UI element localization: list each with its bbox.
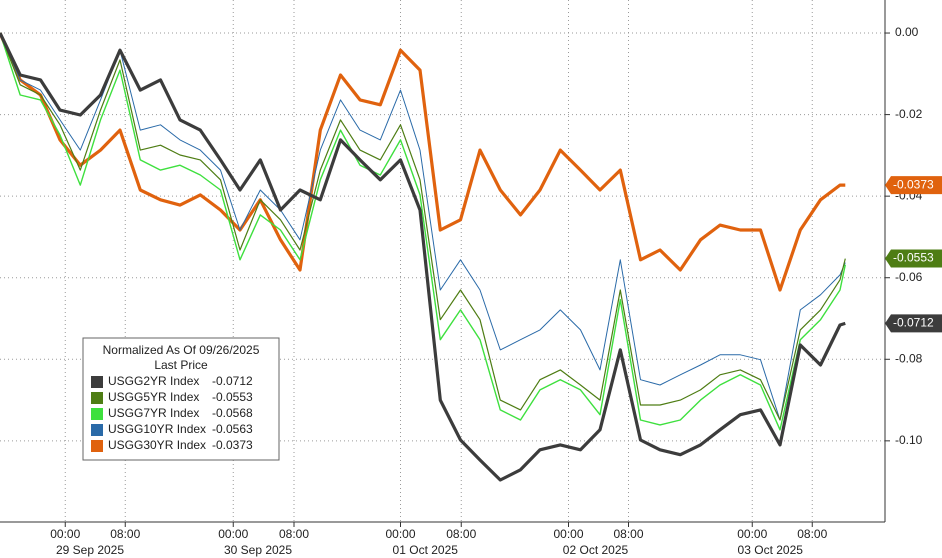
legend-value: -0.0373 [212,438,253,452]
legend-swatch [91,440,103,452]
series-line [0,32,846,431]
y-tick-label: -0.08 [895,351,923,365]
x-tick-label: 00:00 [737,527,767,541]
y-tick-label: -0.02 [895,107,923,121]
date-label: 29 Sep 2025 [56,543,124,557]
x-tick-label: 08:00 [279,527,309,541]
y-tick-label: 0.00 [895,25,919,39]
legend: Normalized As Of 09/26/2025 Last Price U… [82,337,280,461]
price-tag-label: -0.0712 [893,316,934,330]
legend-box [82,337,280,461]
x-tick-label: 00:00 [50,527,80,541]
legend-value: -0.0553 [212,390,253,404]
legend-label: USGG2YR Index [108,374,199,388]
x-tick-label: 08:00 [797,527,827,541]
x-tick-label: 08:00 [613,527,643,541]
series-line [0,32,846,421]
date-label: 30 Sep 2025 [224,543,292,557]
legend-subtitle: Last Price [154,358,208,372]
legend-title: Normalized As Of 09/26/2025 [103,343,260,357]
x-tick-label: 00:00 [218,527,248,541]
legend-swatch [91,376,103,388]
date-label: 03 Oct 2025 [738,543,804,557]
y-tick-label: -0.10 [895,433,923,447]
legend-label: USGG5YR Index [108,390,199,404]
x-tick-label: 00:00 [553,527,583,541]
legend-value: -0.0568 [212,406,253,420]
price-tag [885,314,942,333]
x-tick-label: 00:00 [385,527,415,541]
price-tag-label: -0.0373 [893,177,934,191]
price-tag [885,249,942,268]
date-label: 01 Oct 2025 [393,543,459,557]
x-tick-label: 08:00 [446,527,476,541]
series-line [0,32,846,292]
legend-value: -0.0563 [212,422,253,436]
legend-label: USGG7YR Index [108,406,199,420]
series-line [0,32,846,421]
legend-label: USGG30YR Index [108,438,206,452]
legend-value: -0.0712 [212,374,253,388]
date-label: 02 Oct 2025 [563,543,629,557]
legend-label: USGG10YR Index [108,422,206,436]
legend-swatch [91,392,103,404]
x-tick-label: 08:00 [110,527,140,541]
y-tick-label: -0.06 [895,270,923,284]
legend-swatch [91,424,103,436]
legend-swatch [91,408,103,420]
price-tag-label: -0.0553 [893,251,934,265]
price-tag [885,176,942,195]
series-line [0,32,846,482]
